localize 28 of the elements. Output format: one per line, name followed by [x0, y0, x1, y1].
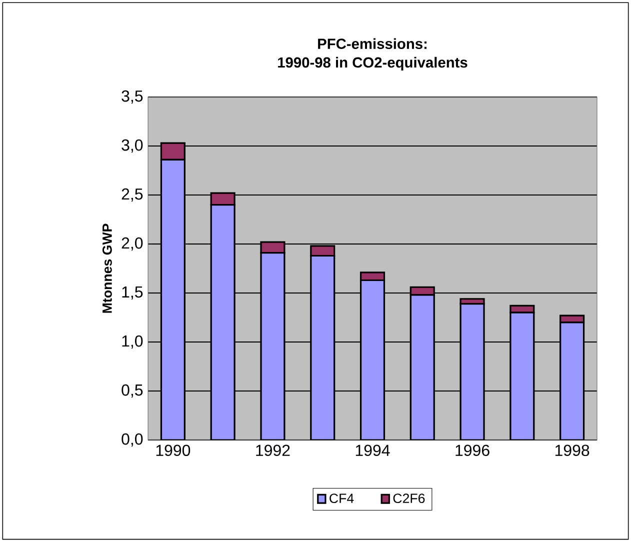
y-tick-label: 1,5	[122, 286, 143, 300]
x-tick-label: 1998	[555, 444, 590, 456]
legend-label: CF4	[330, 494, 354, 504]
bar	[410, 294, 435, 440]
y-tick-label: 1,0	[122, 335, 143, 349]
bar	[310, 254, 336, 440]
bar	[160, 158, 186, 440]
y-tick-label: 3,0	[122, 139, 143, 153]
y-tick-label: 3,5	[122, 90, 143, 104]
chart-title: PFC-emissions:	[318, 38, 427, 50]
chart-subtitle: 1990-98 in CO2-equivalents	[278, 56, 468, 71]
legend-label: C2F6	[393, 494, 425, 504]
y-tick-label: 2,0	[122, 237, 143, 251]
x-tick-label: 1996	[456, 444, 490, 456]
y-tick-label: 2,5	[122, 188, 143, 202]
y-tick-label: 0,0	[122, 433, 143, 447]
bar	[460, 302, 485, 440]
bar	[260, 252, 286, 440]
x-tick-label: 1994	[356, 444, 390, 456]
bar	[510, 312, 535, 440]
bar	[560, 322, 585, 440]
bar	[210, 192, 236, 206]
y-axis-title: Mtonnes GWP	[102, 224, 112, 313]
x-tick-label: 1992	[256, 444, 290, 456]
bar	[210, 204, 236, 440]
bar	[360, 279, 386, 440]
x-tick-label: 1990	[156, 444, 190, 456]
y-tick-label: 0,5	[122, 384, 143, 398]
